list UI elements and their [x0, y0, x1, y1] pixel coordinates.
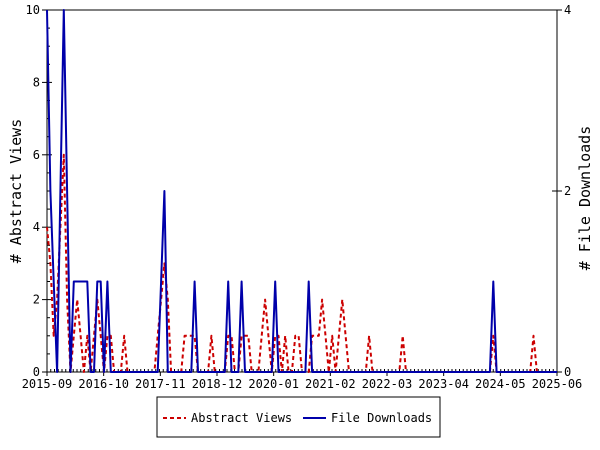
y-left-tick-label: 8	[33, 75, 40, 89]
x-tick-label: 2017-11	[135, 377, 186, 391]
y-left-tick-label: 4	[33, 220, 40, 234]
x-tick-label: 2022-03	[362, 377, 413, 391]
series-line-file-downloads	[46, 9, 557, 373]
y-right-axis-title: # File Downloads	[576, 126, 594, 271]
y-right-tick-label: 4	[564, 3, 571, 17]
plot-area	[46, 9, 558, 373]
x-tick-label: 2021-02	[305, 377, 356, 391]
y-left-axis-title: # Abstract Views	[7, 119, 25, 264]
y-left-tick-label: 2	[33, 293, 40, 307]
y-left-tick-label: 0	[33, 365, 40, 379]
y-left-tick-label: 10	[26, 3, 40, 17]
x-tick-label: 2016-10	[78, 377, 129, 391]
y-right-tick-label: 2	[564, 184, 571, 198]
legend-label-abstract-views: Abstract Views	[191, 411, 292, 425]
legend: Abstract Views File Downloads	[156, 396, 441, 438]
x-tick-label: 2015-09	[22, 377, 73, 391]
x-tick-label: 2023-04	[418, 377, 469, 391]
x-tick-label: 2025-06	[532, 377, 583, 391]
x-tick-label: 2018-12	[192, 377, 243, 391]
y-left-tick-label: 6	[33, 148, 40, 162]
x-tick-label: 2020-01	[248, 377, 299, 391]
legend-box	[156, 396, 441, 438]
y-right-tick-label: 0	[564, 365, 571, 379]
legend-label-file-downloads: File Downloads	[331, 411, 432, 425]
x-tick-label: 2024-05	[475, 377, 526, 391]
